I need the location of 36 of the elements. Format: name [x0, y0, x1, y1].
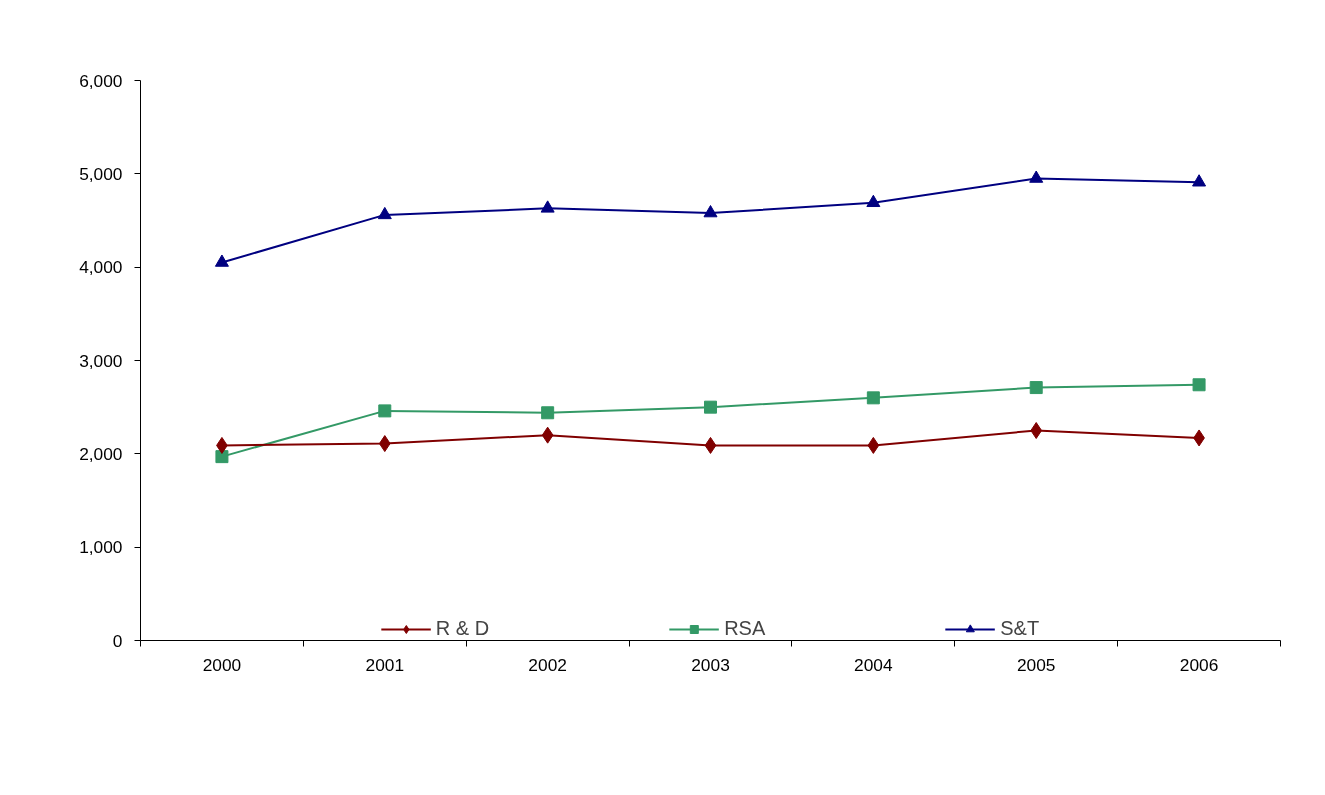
point — [377, 206, 392, 220]
point — [214, 254, 229, 267]
point — [1192, 174, 1207, 187]
point — [541, 406, 555, 420]
x-tick-label: 2005 — [1016, 654, 1056, 675]
point — [704, 436, 717, 454]
y-tick-label: 1,000 — [79, 537, 123, 558]
y-tick-label: 4,000 — [79, 257, 123, 278]
point — [541, 426, 554, 444]
point — [866, 194, 881, 208]
x-tick-label: 2001 — [365, 654, 405, 675]
point — [703, 205, 718, 218]
point — [378, 435, 391, 453]
x-tick-label: 2000 — [202, 654, 242, 675]
point — [867, 436, 880, 454]
y-tick-label: 5,000 — [79, 163, 123, 184]
y-tick-label: 3,000 — [79, 350, 123, 371]
point — [378, 404, 392, 418]
x-tick-label: 2004 — [854, 654, 893, 675]
point — [1029, 170, 1044, 183]
x-tick-label: 2003 — [691, 654, 730, 675]
legend-label: RSA — [724, 617, 766, 640]
x-tick-label: 2006 — [1179, 654, 1219, 675]
legend-label: S&T — [1000, 617, 1040, 640]
point — [540, 200, 555, 213]
y-tick-label: 6,000 — [79, 70, 123, 91]
point — [1030, 422, 1043, 439]
point — [1192, 378, 1206, 392]
y-tick-label: 2,000 — [79, 443, 123, 464]
point — [215, 450, 229, 464]
point — [866, 391, 880, 405]
y-tick-label: 0 — [112, 630, 123, 651]
x-tick-label: 2002 — [528, 654, 567, 675]
point — [704, 400, 717, 414]
legend-label: R & D — [435, 617, 490, 640]
point — [1029, 381, 1043, 395]
